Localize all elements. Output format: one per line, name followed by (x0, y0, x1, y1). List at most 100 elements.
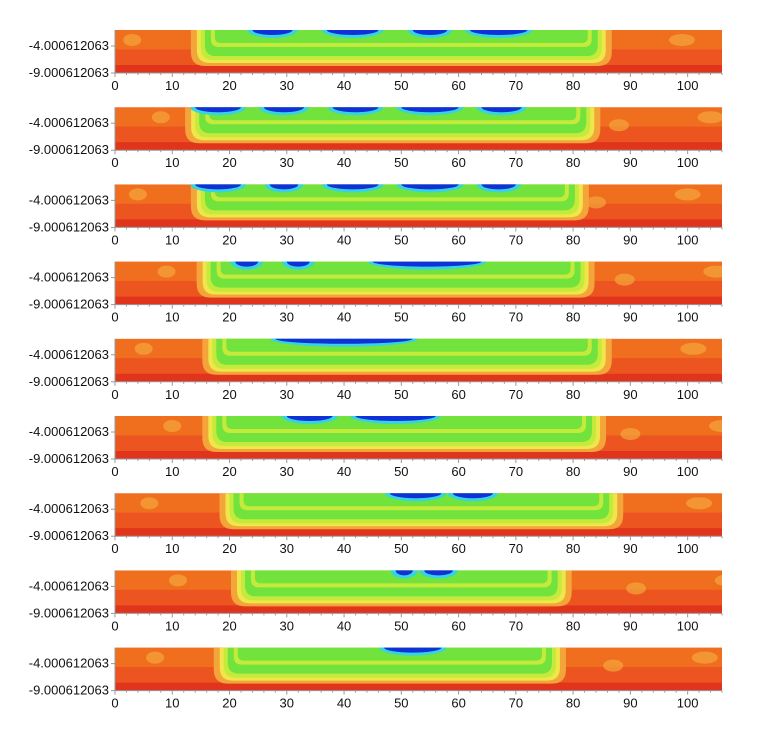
light-patch (714, 575, 722, 586)
x-tick-label: 60 (451, 541, 465, 556)
x-tick-label: 10 (165, 310, 179, 325)
y-tick-label: -4.000612063 (29, 578, 109, 593)
panel-contour (115, 493, 722, 537)
light-patch (697, 111, 722, 124)
blue-zone (412, 30, 448, 35)
blue-zone (401, 107, 459, 113)
x-tick-label: 50 (394, 696, 408, 711)
x-tick-label: 70 (509, 78, 523, 93)
panel-contour (115, 647, 722, 691)
blue-zone (326, 184, 379, 190)
blue-zone (195, 107, 241, 113)
x-tick-label: 20 (222, 155, 236, 170)
x-tick-label: 60 (451, 387, 465, 402)
x-tick-label: 60 (451, 232, 465, 247)
blue-zone (326, 30, 379, 35)
light-patch (691, 651, 718, 664)
x-tick-label: 40 (337, 232, 351, 247)
x-tick-label: 80 (566, 464, 580, 479)
light-patch (586, 196, 607, 209)
deep-layer (115, 605, 722, 614)
deep-layer (115, 219, 722, 228)
light-patch (626, 582, 647, 595)
x-tick-label: 60 (451, 696, 465, 711)
x-tick-label: 50 (394, 387, 408, 402)
x-tick-label: 70 (509, 155, 523, 170)
light-patch (123, 34, 142, 46)
y-tick-label: -9.000612063 (29, 605, 109, 620)
x-tick-label: 0 (111, 618, 118, 633)
light-patch (674, 188, 701, 201)
x-tick-label: 20 (222, 464, 236, 479)
deep-layer (115, 296, 722, 305)
blue-zone (470, 30, 528, 35)
blue-zone (235, 261, 259, 267)
x-tick-label: 10 (165, 387, 179, 402)
blue-zone (424, 570, 453, 576)
x-tick-label: 10 (165, 618, 179, 633)
y-tick-label: -4.000612063 (29, 192, 109, 207)
x-tick-label: 90 (623, 155, 637, 170)
x-tick-label: 80 (566, 387, 580, 402)
x-tick-label: 20 (222, 541, 236, 556)
light-patch (134, 342, 153, 355)
panel-contour (115, 338, 722, 382)
x-tick-label: 40 (337, 155, 351, 170)
y-tick-label: -9.000612063 (29, 219, 109, 234)
x-tick-label: 30 (280, 155, 294, 170)
x-tick-label: 30 (280, 387, 294, 402)
y-tick-label: -4.000612063 (29, 656, 109, 671)
light-patch (168, 574, 187, 587)
x-tick-label: 40 (337, 78, 351, 93)
x-tick-label: 80 (566, 78, 580, 93)
x-tick-label: 70 (509, 618, 523, 633)
blue-zone (389, 493, 442, 499)
x-tick-label: 70 (509, 464, 523, 479)
panel-contour (115, 107, 722, 151)
x-tick-label: 30 (280, 232, 294, 247)
blue-zone (372, 261, 482, 267)
y-tick-label: -4.000612063 (29, 270, 109, 285)
blue-zone (263, 107, 304, 113)
x-tick-label: 30 (280, 464, 294, 479)
blue-zone (384, 647, 442, 653)
x-tick-label: 100 (677, 387, 699, 402)
x-tick-label: 0 (111, 232, 118, 247)
x-tick-label: 20 (222, 387, 236, 402)
light-patch (603, 659, 624, 672)
x-tick-label: 50 (394, 232, 408, 247)
x-tick-label: 50 (394, 541, 408, 556)
x-tick-label: 20 (222, 696, 236, 711)
y-tick-label: -9.000612063 (29, 65, 109, 80)
y-tick-label: -4.000612063 (29, 501, 109, 516)
x-tick-label: 70 (509, 387, 523, 402)
light-patch (157, 265, 176, 278)
y-tick-label: -9.000612063 (29, 374, 109, 389)
x-tick-label: 100 (677, 310, 699, 325)
blue-zone (481, 107, 522, 113)
x-tick-label: 60 (451, 464, 465, 479)
x-tick-label: 90 (623, 310, 637, 325)
x-tick-label: 90 (623, 696, 637, 711)
blue-zone (269, 184, 299, 190)
x-tick-label: 10 (165, 464, 179, 479)
x-tick-label: 0 (111, 696, 118, 711)
blue-zone (332, 107, 379, 113)
x-tick-label: 40 (337, 464, 351, 479)
panel-contour (115, 261, 722, 305)
blue-zone (395, 570, 413, 576)
x-tick-label: 60 (451, 155, 465, 170)
x-tick-label: 20 (222, 78, 236, 93)
light-patch (146, 651, 165, 664)
x-tick-label: 40 (337, 618, 351, 633)
light-patch (151, 111, 170, 124)
x-tick-label: 10 (165, 696, 179, 711)
y-tick-label: -4.000612063 (29, 115, 109, 130)
x-tick-label: 0 (111, 78, 118, 93)
